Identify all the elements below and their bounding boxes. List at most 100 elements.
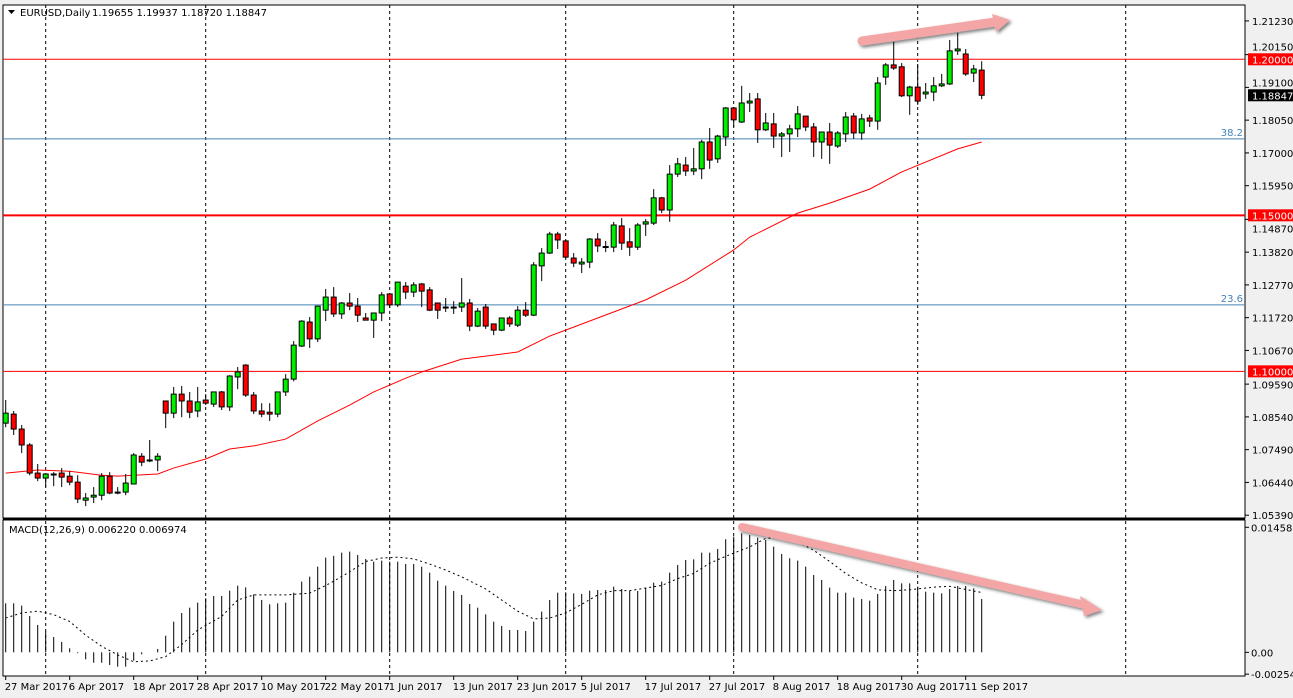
candle [258,403,265,418]
candle [642,219,649,236]
date-tick-label: 27 Mar 2017 [5,682,68,693]
candle [74,475,81,504]
candle [474,307,481,328]
bullish-candle-body [818,131,825,143]
time-axis[interactable]: 27 Mar 2017 6 Apr 2017 18 Apr 2017 28 Apr 2… [5,676,1028,693]
candle [794,106,801,137]
fibonacci-level-label: 23.6 [1221,294,1243,305]
candle [362,312,369,321]
bearish-candle-body [26,444,33,474]
candle [450,301,457,314]
bearish-candle-body [770,123,777,137]
candle [82,493,89,507]
candle [330,287,337,318]
macd-tick-label: 0.00 [1251,648,1273,659]
candle [786,124,793,152]
symbol-label: EURUSD,Daily [20,8,91,19]
price-tick-label: 1.13820 [1252,248,1293,259]
candle [26,443,33,476]
candle [202,394,209,406]
bullish-candle-body [370,312,377,321]
bullish-candle-body [338,302,345,315]
candle [370,312,377,338]
candle [426,287,433,312]
candle [858,113,865,140]
date-tick-label: 6 Apr 2017 [69,682,124,693]
candle [506,316,513,328]
candle [250,391,257,415]
candle [434,302,441,319]
price-tick-label: 1.17000 [1252,149,1293,160]
bearish-candle-body [34,472,41,479]
bearish-candle-body [386,293,393,306]
price-tick-label: 1.15950 [1252,182,1293,193]
macd-signal-line [5,536,982,663]
bullish-candle-body [794,113,801,130]
bullish-candle-body [946,50,953,85]
candle [290,341,297,382]
bearish-candle-body [866,117,873,122]
candle [690,147,697,176]
candle [2,400,9,428]
candle [18,425,25,454]
bullish-candle-body [930,85,937,93]
candle [34,464,41,482]
price-tick-label: 1.09590 [1252,380,1293,391]
price-panel[interactable] [2,4,1246,519]
bearish-candle-body [346,302,353,307]
bullish-candle-body [690,168,697,172]
candle [562,239,569,259]
bullish-candle-body [98,475,105,496]
candle [554,231,561,250]
price-level-tag [1248,209,1293,222]
bullish-candle-body [578,261,585,265]
horizontal-levels[interactable]: 38.2 23.6 [3,58,1245,372]
candle [730,107,737,128]
candles [2,32,985,507]
candle [946,39,953,85]
bullish-candle-body [42,473,49,479]
bullish-candle-body [290,344,297,380]
candle [418,283,425,308]
candle [874,77,881,130]
candle [466,298,473,332]
candle [170,386,177,419]
bullish-candle-body [698,141,705,170]
bearish-candle-body [466,302,473,327]
bullish-candle-body [674,163,681,175]
candle [538,248,545,282]
candle [130,453,137,485]
candle [58,468,65,488]
candle [602,240,609,253]
bullish-candle-body [2,412,9,424]
bullish-candle-body [410,284,417,293]
bearish-candle-body [962,53,969,75]
bullish-candle-body [722,107,729,138]
bearish-candle-body [450,306,457,309]
bullish-candle-body [714,135,721,160]
bearish-candle-body [802,115,809,128]
bearish-candle-body [186,400,193,413]
bearish-candle-body [354,305,361,316]
bearish-candle-body [890,64,897,69]
date-tick-label: 18 Apr 2017 [133,682,195,693]
bearish-candle-body [418,283,425,292]
price-tick-label: 1.07490 [1252,446,1293,457]
bullish-candle-body [170,393,177,414]
date-tick-label: 13 Jun 2017 [453,682,513,693]
ohlc-label: 1.19655 1.19937 1.18720 1.18847 [92,8,267,19]
candle [378,292,385,322]
dropdown-triangle-icon[interactable] [8,10,15,14]
bearish-candle-body [426,289,433,311]
price-axis[interactable]: 1.21230 1.20150 1.19100 1.18050 1.17000 1.159… [1245,17,1293,522]
candle [546,231,553,255]
date-tick-label: 17 Jul 2017 [645,682,702,693]
candle [954,32,961,55]
bullish-candle-body [90,494,97,498]
price-level-tag [1248,53,1293,66]
candle [90,487,97,504]
bearish-candle-body [218,391,225,408]
bullish-candle-body [546,233,553,254]
macd-axis[interactable]: 0.014587 0.00 -0.002543 [1245,523,1293,681]
